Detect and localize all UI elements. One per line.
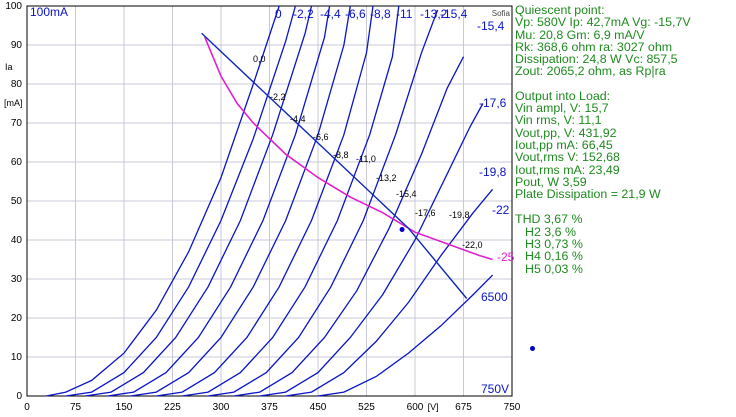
curve-value-label: -2,2 (270, 92, 286, 102)
output-line-7: Pout, W 3,59 (515, 174, 587, 189)
family-label-top: -13,2 (420, 7, 448, 21)
x-right-label: 750V (481, 382, 509, 396)
x-tick-label: 600 (407, 402, 424, 413)
curve-value-label: -6,6 (313, 132, 329, 142)
output-line-4: Iout,pp mA: 66,45 (515, 137, 613, 152)
curve-value-label: -22,0 (462, 240, 483, 250)
curve-value-label: -13,2 (376, 173, 397, 183)
y-axis-label: Ia (5, 62, 13, 72)
y-tick-label: 50 (11, 196, 23, 207)
x-tick-label: 750 (504, 402, 521, 413)
output-line-8: Plate Dissipation = 21,9 W (515, 187, 661, 202)
family-label-side: -19,8 (479, 165, 507, 179)
x-tick-label: 225 (164, 402, 181, 413)
quiescent-line-4: Dissipation: 24,8 W Vc: 857,5 (515, 52, 678, 67)
output-header: Output into Load: (515, 88, 611, 103)
x-tick-label: 375 (261, 402, 278, 413)
quiescent-point-marker (399, 226, 405, 232)
family-label-side: -25 (497, 250, 515, 264)
plate-curve (156, 5, 374, 397)
chart-labels: 0 75 150 225 300 375 450 525 600 675 7500102030405… (4, 1, 521, 413)
side-marker-dot (530, 346, 535, 351)
family-label-top: -11 (396, 7, 413, 21)
output-line-3: Vout,pp, V: 431,92 (515, 125, 617, 140)
h5-value: H5 0,03 % (525, 261, 583, 276)
family-label-top: -6,6 (345, 7, 366, 21)
h3-value: H3 0,73 % (525, 237, 583, 252)
plate-curve (130, 5, 351, 397)
x-tick-label: 75 (70, 402, 82, 413)
quiescent-line-3: Rk: 368,6 ohm ra: 3027 ohm (515, 39, 673, 54)
plate-curve (317, 274, 494, 397)
quiescent-line-2: Mu: 20,8 Gm: 6,9 mA/V (515, 27, 645, 42)
y-tick-label: 30 (11, 274, 23, 285)
curve-value-label: -17,6 (415, 208, 436, 218)
x-tick-label: 525 (358, 402, 375, 413)
load-line (201, 32, 468, 299)
y-tick-label: 70 (11, 118, 23, 129)
output-line-2: Vin rms, V: 11,1 (515, 113, 602, 128)
plate-curve (107, 5, 331, 397)
plate-curve (182, 5, 400, 397)
y-tick-label: 40 (11, 235, 23, 246)
y-tick-label: 20 (11, 313, 23, 324)
plate-curve (65, 5, 297, 397)
x-tick-label: 675 (455, 402, 472, 413)
y-axis-unit: [mA] (4, 98, 23, 108)
curve-value-label: -4,4 (290, 114, 306, 124)
y-top-label: 100mA (30, 5, 68, 19)
x-axis-label: [V] (428, 402, 439, 412)
y-tick-label: 90 (11, 40, 23, 51)
curve-value-label: -15,4 (396, 189, 417, 199)
chart-overlays (201, 32, 493, 299)
family-label-side: -17,6 (479, 96, 507, 110)
family-label-top: -4,4 (320, 7, 341, 21)
plate-curve (46, 5, 280, 397)
output-line-5: Vout,rms V: 152,68 (515, 150, 620, 165)
quiescent-line-1: Vp: 580V Ip: 42,7mA Vg: -15,7V (515, 15, 691, 30)
plate-curve (285, 188, 494, 397)
dissipation-curve (204, 36, 493, 261)
quiescent-header: Quiescent point: (515, 3, 605, 17)
x-tick-label: 450 (310, 402, 327, 413)
y-tick-label: 100 (5, 1, 22, 12)
family-label-top: -8,8 (370, 7, 391, 21)
load-line-label: 6500 (481, 290, 508, 304)
x-tick-label: 300 (213, 402, 230, 413)
family-label-side: -15,4 (477, 19, 505, 33)
info-panel: Quiescent point: Vp: 580V Ip: 42,7mA Vg:… (515, 4, 736, 275)
curve-value-label: -8,8 (333, 150, 349, 160)
family-label-side: -22 (492, 203, 510, 217)
quiescent-line-5: Zout: 2065,2 ohm, as Rp|ra (515, 64, 666, 79)
output-line-6: Iout,rms mA: 23,49 (515, 162, 620, 177)
plate-curve (233, 56, 465, 397)
h4-value: H4 0,16 % (525, 249, 583, 264)
plate-curves (46, 5, 494, 397)
x-tick-label: 150 (116, 402, 133, 413)
y-tick-label: 10 (11, 352, 23, 363)
thd-value: THD 3,67 % (515, 212, 583, 227)
family-label-top: -15,4 (440, 7, 468, 21)
y-tick-label: 0 (16, 391, 22, 402)
family-label-top: -2,2 (293, 7, 314, 21)
plate-curve (259, 103, 484, 397)
family-label-top: 0 (275, 7, 282, 21)
curve-value-label: 0,0 (253, 54, 266, 64)
y-tick-label: 80 (11, 79, 23, 90)
curve-value-label: -19,8 (449, 210, 470, 220)
h2-value: H2 3,6 % (525, 224, 576, 239)
y-tick-label: 60 (11, 157, 23, 168)
plate-curve (85, 5, 313, 397)
corner-label: Sofia (492, 9, 511, 18)
plot-frame (26, 5, 513, 397)
plate-curve (208, 9, 439, 397)
chart-grid (26, 5, 513, 397)
x-tick-label: 0 (24, 402, 30, 413)
curve-value-label: -11,0 (356, 154, 376, 164)
output-line-1: Vin ampl, V: 15,7 (515, 101, 609, 116)
